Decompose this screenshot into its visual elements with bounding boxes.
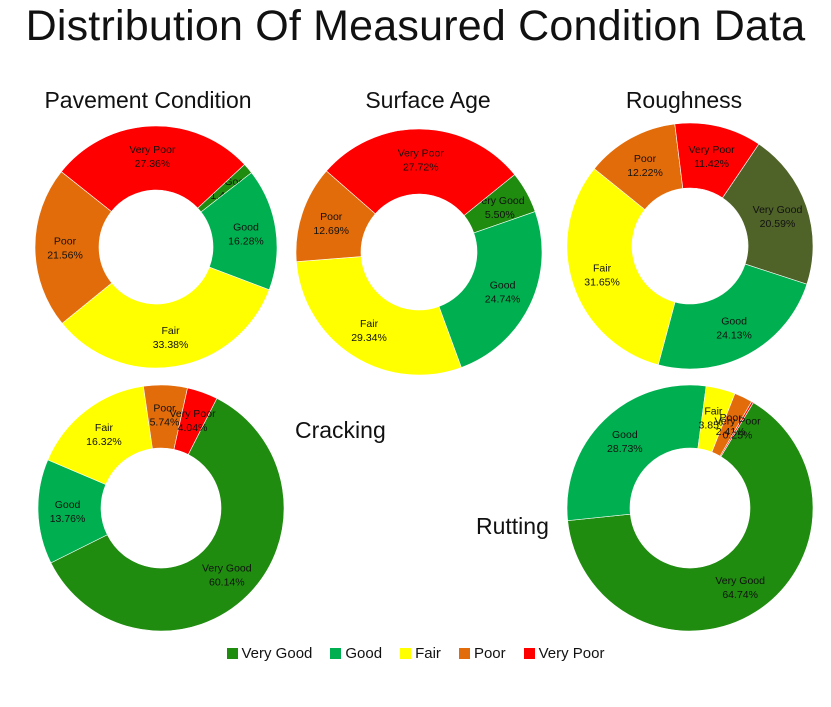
surface-age-donut: Very Good 5.50% Good 24.74% Fair 29.34% Poor 12… — [295, 128, 543, 376]
roughness-label-very-poor: Very Poor 11.42% — [688, 144, 735, 170]
pavement-condition-label-fair: Fair 33.38% — [153, 325, 189, 351]
surface-age-title: Surface Age — [365, 87, 490, 113]
legend-label: Very Poor — [538, 645, 605, 662]
cracking-label-fair: Fair 16.32% — [86, 422, 122, 448]
surface-age-slice-fair[interactable] — [296, 256, 462, 376]
rutting-label-poor: Poor 2.41% — [716, 412, 746, 438]
legend-swatch — [523, 648, 535, 659]
roughness-donut: Very Good 20.59% Good 24.13% Fair 31.65% Poor 1… — [566, 122, 814, 370]
cracking-label-very-poor: Very Poor 4.04% — [170, 408, 217, 434]
pavement-condition-label-good: Good 16.28% — [228, 221, 264, 247]
legend-item-very-poor[interactable]: Very Poor — [523, 645, 605, 662]
rutting-label-fair: Fair 3.85% — [699, 405, 729, 431]
pavement-condition-label-very-poor: Very Poor 27.36% — [129, 144, 176, 170]
rutting-label-good: Good 28.73% — [607, 429, 643, 455]
legend-swatch — [458, 648, 470, 659]
roughness-label-poor: Poor 12.22% — [627, 153, 663, 179]
cracking-title: Cracking — [295, 417, 386, 443]
pavement-condition-label-poor: Poor 21.56% — [47, 235, 83, 261]
legend-item-good[interactable]: Good — [330, 645, 382, 662]
rutting-slice-very-good[interactable] — [567, 402, 814, 632]
rutting-label-very-good: Very Good 64.74% — [715, 575, 765, 601]
legend: Very Good Good Fair Poor Very Poor — [0, 645, 831, 662]
legend-swatch — [226, 648, 238, 659]
rutting-donut: Very Good 64.74% Good 28.73% Fair 3.85%Poor 2.… — [566, 384, 814, 632]
roughness-slice-very-poor[interactable] — [674, 122, 760, 199]
roughness-label-very-good: Very Good 20.59% — [753, 204, 803, 230]
pavement-condition-slice-poor[interactable] — [34, 171, 113, 324]
surface-age-label-good: Good 24.74% — [485, 280, 521, 306]
surface-age-label-very-good: Very Good 5.50% — [475, 195, 525, 221]
legend-label: Fair — [415, 645, 441, 662]
roughness-slice-good[interactable] — [657, 263, 808, 370]
legend-label: Very Good — [241, 645, 313, 662]
cracking-slice-very-good[interactable] — [50, 398, 285, 632]
legend-item-fair[interactable]: Fair — [400, 645, 441, 662]
roughness-title: Roughness — [626, 87, 742, 113]
cracking-label-very-good: Very Good 60.14% — [202, 562, 252, 588]
cracking-label-poor: Poor 5.74% — [150, 403, 180, 429]
surface-age-slice-good[interactable] — [438, 211, 543, 368]
pavement-condition-slice-fair[interactable] — [61, 266, 270, 369]
surface-age-label-very-poor: Very Poor 27.72% — [398, 148, 445, 174]
cracking-donut: Very Good 60.14% Good 13.76% Fair 16.32% Poor 5… — [37, 384, 285, 632]
legend-swatch — [400, 648, 412, 659]
legend-item-poor[interactable]: Poor — [458, 645, 506, 662]
roughness-slice-fair[interactable] — [566, 168, 676, 366]
cracking-label-good: Good 13.76% — [50, 499, 86, 525]
legend-item-very-good[interactable]: Very Good — [226, 645, 313, 662]
legend-label: Poor — [473, 645, 506, 662]
pavement-condition-donut: Very Good1.42%Good16.28%Fair33.38%Poor21… — [34, 125, 278, 369]
surface-age-slice-very-poor[interactable] — [326, 128, 516, 216]
rutting-slice-very-poor[interactable] — [719, 401, 754, 457]
rutting-slice-good[interactable] — [566, 384, 707, 521]
roughness-label-fair: Fair 31.65% — [584, 263, 620, 289]
rutting-label-very-poor: Very Poor 0.25% — [714, 415, 761, 441]
surface-age-label-poor: Poor 12.69% — [313, 211, 349, 237]
legend-swatch — [330, 648, 342, 659]
rutting-title: Rutting — [476, 513, 549, 539]
roughness-slice-very-good[interactable] — [722, 143, 814, 285]
pavement-condition-title: Pavement Condition — [44, 87, 251, 113]
surface-age-label-fair: Fair 29.34% — [351, 318, 387, 344]
pavement-condition-slice-very-poor[interactable] — [60, 125, 245, 212]
cracking-slice-very-poor[interactable] — [173, 387, 218, 455]
legend-label: Good — [345, 645, 383, 662]
page-title: Distribution Of Measured Condition Data — [25, 2, 806, 50]
roughness-label-good: Good 24.13% — [716, 315, 752, 341]
